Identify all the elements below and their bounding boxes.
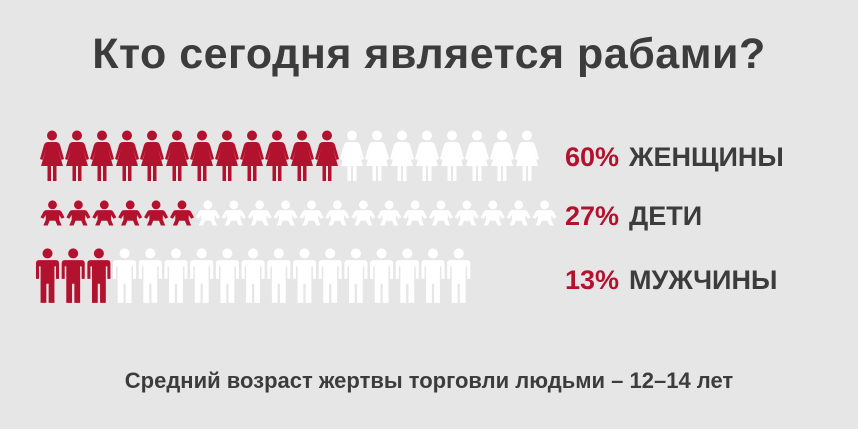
child-icon-empty [351,200,376,226]
woman-icon-empty [465,130,489,181]
woman-icon-filled [265,130,289,181]
woman-icon-filled [40,130,64,181]
woman-icon-empty [365,130,389,181]
man-icon-empty [395,248,419,303]
woman-icon-empty [340,130,364,181]
woman-icon-empty [515,130,539,181]
child-icon-filled [144,200,169,226]
man-icon-empty [292,248,317,303]
woman-icon-filled [190,130,214,181]
woman-icon-filled [240,130,264,181]
woman-icon-filled [215,130,239,181]
woman-icon-empty [390,130,414,181]
man-icon-empty [138,248,162,303]
woman-icon-filled [165,130,189,181]
woman-icon-empty [490,130,514,181]
woman-icon-filled [90,130,114,181]
child-icon-filled [92,200,117,226]
series-label-women: 60% ЖЕНЩИНЫ [565,142,784,172]
man-icon-filled [35,248,60,303]
child-icon-empty [299,200,324,226]
series-label-men: 13% МУЖЧИНЫ [565,265,777,295]
man-icon-empty [113,248,137,303]
man-icon-empty [421,248,445,303]
woman-icon-filled [65,130,89,181]
child-icon-filled [169,200,195,226]
man-icon-empty [447,248,471,303]
series-label-children: 27% ДЕТИ [565,201,702,231]
child-icon-empty [221,200,246,226]
footnote-caption: Средний возраст жертвы торговли людьми –… [124,368,734,393]
child-icon-empty [480,200,505,226]
woman-icon-empty [440,130,464,181]
child-icon-empty [325,200,350,226]
woman-icon-filled [290,130,314,181]
series-name-children: ДЕТИ [629,201,702,231]
series-name-women: ЖЕНЩИНЫ [628,142,784,172]
woman-icon-filled [315,130,339,181]
man-icon-empty [370,248,394,303]
series-percent-children: 27% [565,201,619,231]
series-name-men: МУЖЧИНЫ [629,265,777,295]
man-icon-empty [190,248,214,303]
series-percent-men: 13% [565,265,619,295]
man-icon-filled [87,248,111,303]
man-icon-empty [164,248,188,303]
series-percent-women: 60% [565,142,619,172]
child-icon-empty [428,200,454,226]
woman-icon-filled [140,130,164,181]
man-icon-empty [344,248,368,303]
child-icon-empty [377,200,402,226]
man-icon-empty [267,248,291,303]
child-icon-filled [66,200,91,226]
woman-icon-empty [415,130,439,181]
child-icon-filled [118,200,143,226]
man-icon-empty [241,248,265,303]
man-icon-empty [318,248,342,303]
child-icon-empty [273,200,298,226]
child-icon-filled [40,200,65,226]
child-icon-empty [403,200,428,226]
woman-icon-filled [115,130,139,181]
child-icon-empty [247,200,272,226]
child-icon-empty [195,200,220,226]
child-icon-empty [506,200,531,226]
page-title: Кто сегодня является рабами? [92,30,766,78]
man-icon-filled [61,248,85,303]
child-icon-empty [532,200,557,226]
child-icon-empty [454,200,479,226]
man-icon-empty [215,248,239,303]
